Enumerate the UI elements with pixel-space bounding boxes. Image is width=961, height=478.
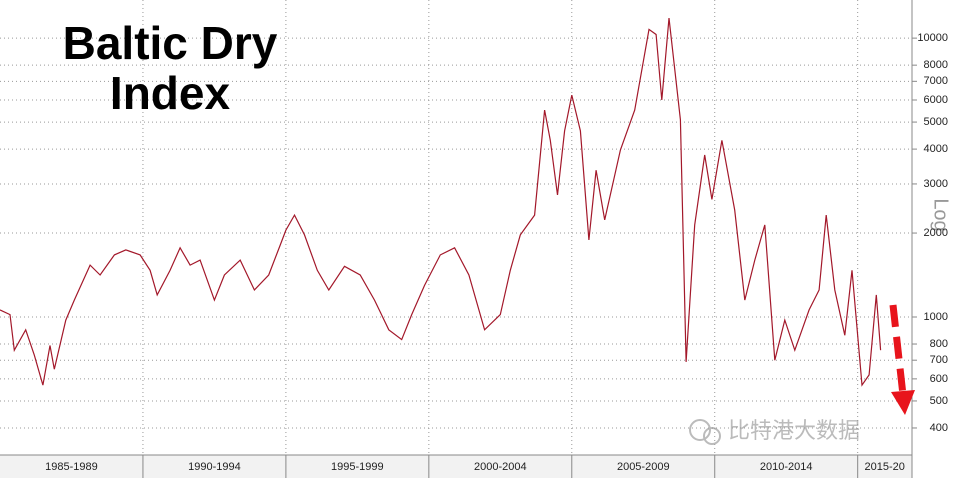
chart-title: Baltic Dry Index (62, 17, 278, 119)
y-tick-label: 3000 (924, 178, 948, 190)
y-tick-label: 4000 (924, 143, 948, 155)
arrow-head (891, 390, 915, 415)
x-period-label: 2000-2004 (474, 461, 527, 473)
y-tick-label: 800 (930, 338, 948, 350)
y-axis-label: Log (930, 198, 952, 231)
x-axis-band (0, 455, 912, 478)
x-period-label: 2010-2014 (760, 461, 813, 473)
y-tick-label: 500 (930, 395, 948, 407)
y-tick-label: 8000 (924, 59, 948, 71)
y-tick-label: 10000 (917, 32, 948, 44)
y-tick-label: 600 (930, 373, 948, 385)
y-tick-label: 1000 (924, 311, 948, 323)
index-line (0, 18, 882, 387)
arrow (889, 304, 915, 415)
watermark-text: 比特港大数据 (728, 418, 860, 443)
x-period-label: 1985-1989 (45, 461, 98, 473)
y-tick-label: 5000 (924, 116, 948, 128)
x-period-label: 2005-2009 (617, 461, 670, 473)
arrow-shaft (889, 304, 907, 396)
y-tick-label: 700 (930, 354, 948, 366)
y-tick-label: 2000 (924, 227, 948, 239)
x-period-label: 1990-1994 (188, 461, 241, 473)
watermark: 比特港大数据 (689, 418, 860, 445)
x-period-label: 1995-1999 (331, 461, 384, 473)
x-period-label: 2015-20 (864, 461, 904, 473)
y-tick-label: 400 (930, 422, 948, 434)
y-tick-label: 7000 (924, 75, 948, 87)
y-tick-label: 6000 (924, 94, 948, 106)
watermark-icon (689, 419, 711, 441)
watermark-icon (703, 427, 721, 445)
